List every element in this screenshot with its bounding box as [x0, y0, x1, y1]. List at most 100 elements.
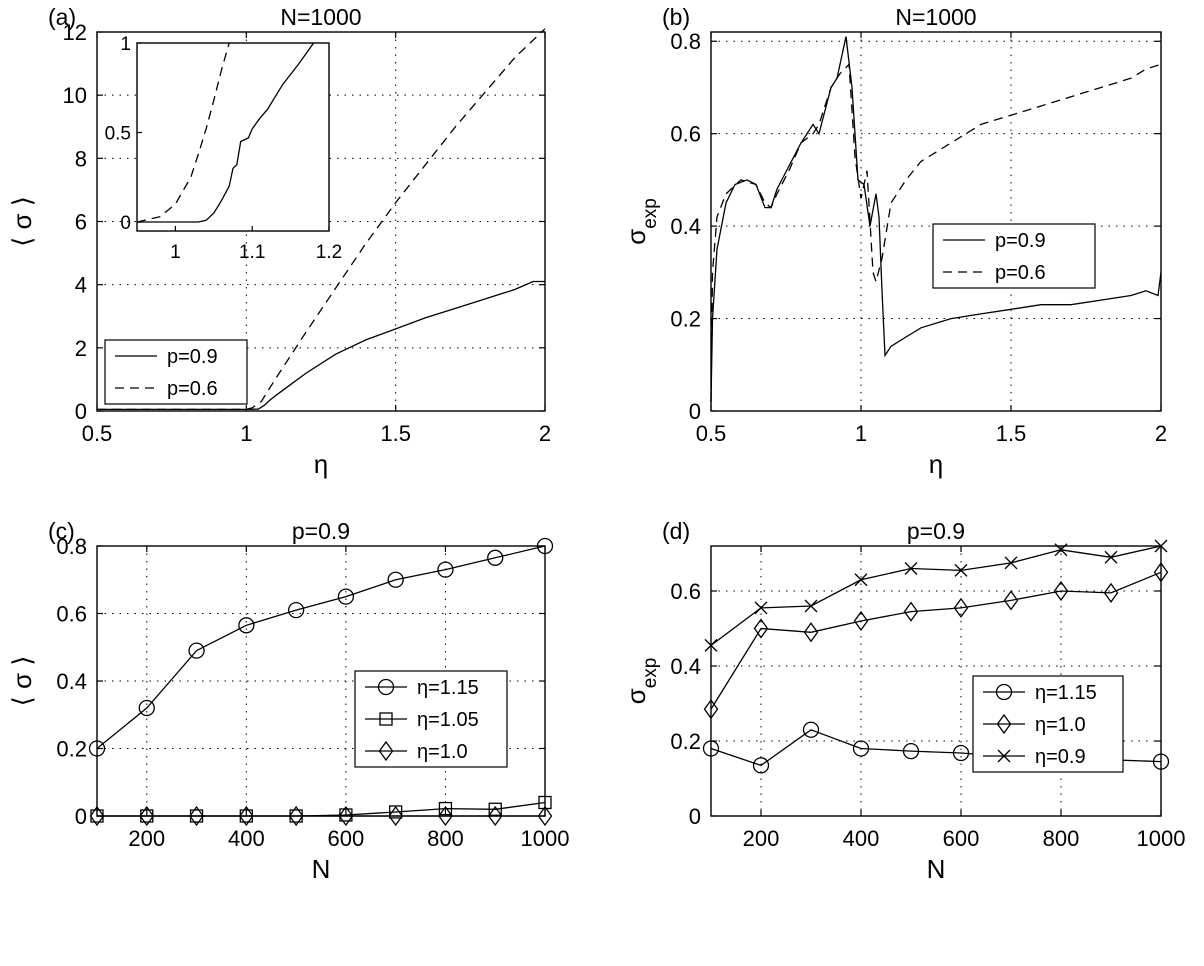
legend-label: p=0.9	[167, 346, 218, 368]
x-tick-label: 1000	[1137, 826, 1186, 851]
data-point-diamond	[803, 622, 819, 643]
inset-y-tick-label: 0	[120, 213, 131, 234]
y-tick-label: 2	[75, 336, 87, 361]
x-tick-label: 600	[328, 826, 365, 851]
data-point-circle	[387, 571, 404, 588]
data-point-circle	[138, 699, 155, 717]
data-point-diamond	[1003, 590, 1019, 611]
inset-y-tick-label: 0.5	[105, 124, 131, 145]
x-tick-label: 1.5	[996, 421, 1027, 446]
panel-label: (a)	[48, 4, 76, 30]
legend-marker-diamond	[378, 740, 394, 762]
data-point-circle	[902, 742, 920, 760]
data-point-x	[1004, 556, 1018, 570]
x-axis-label: N	[927, 854, 946, 884]
legend-label: η=1.15	[417, 677, 479, 699]
data-point-diamond	[288, 805, 304, 827]
legend: η=1.15 η=1.0 η=0.9	[972, 675, 1124, 773]
inset-frame	[136, 42, 330, 232]
y-tick-label: 0	[689, 399, 701, 424]
x-tick-label: 600	[943, 826, 980, 851]
y-axis-label-main: σ	[621, 688, 651, 704]
data-point-x	[804, 599, 818, 613]
y-axis-label-subscript: exp	[640, 658, 661, 689]
data-point-diamond	[1053, 580, 1069, 602]
panel-label: (c)	[48, 518, 75, 544]
inset: 1 1.1 1.2 0 0.5 1	[105, 34, 343, 263]
inset-y-tick-label: 1	[120, 34, 131, 55]
legend-marker-circle	[377, 678, 395, 696]
y-axis-label-main: ⟨ σ ⟩	[7, 196, 37, 247]
data-point-circle	[287, 601, 305, 619]
x-tick-label: 1.5	[380, 421, 411, 446]
x-tick-label: 400	[843, 826, 880, 851]
x-tick-label: 400	[228, 826, 265, 851]
inset-series-line-1	[136, 42, 230, 223]
data-point-circle	[852, 740, 870, 757]
legend-box	[104, 339, 248, 405]
series-line-0	[710, 36, 1162, 402]
series-line-2	[710, 545, 1162, 646]
chart-title: N=1000	[895, 4, 976, 30]
data-point-diamond	[438, 805, 453, 827]
legend-marker-diamond	[996, 713, 1012, 735]
legend-label: η=1.0	[417, 741, 468, 763]
legend: p=0.9 p=0.6	[932, 223, 1096, 289]
y-tick-label: 0.4	[670, 654, 701, 679]
y-tick-label: 10	[63, 83, 87, 108]
data-point-diamond	[853, 610, 869, 632]
series-line-1	[710, 62, 1162, 402]
data-point-diamond	[903, 601, 919, 622]
data-point-diamond	[338, 805, 354, 827]
data-point-circle	[487, 549, 504, 566]
data-point-circle	[337, 588, 355, 605]
legend-label: p=0.9	[995, 230, 1046, 252]
series-line-0	[96, 545, 546, 750]
legend-marker-circle	[995, 683, 1013, 701]
panel-c: 200 400 600 800 1000 0 0.2 0.4 0.6 0.8 p=0.9 (c) N ⟨ …	[7, 518, 569, 884]
chart-title: N=1000	[280, 4, 361, 30]
y-axis-label-main: ⟨ σ ⟩	[7, 656, 37, 707]
data-point-x	[904, 562, 918, 575]
legend-label: p=0.6	[995, 262, 1046, 284]
data-point-x	[754, 601, 768, 615]
y-tick-label: 8	[75, 146, 87, 171]
y-tick-label: 0.6	[56, 602, 87, 627]
data-point-x	[854, 573, 868, 587]
y-tick-label: 0.2	[56, 737, 87, 762]
y-tick-label: 6	[75, 210, 87, 235]
inset-series-line-0	[137, 42, 315, 223]
legend-marker-square	[379, 712, 393, 726]
data-point-diamond	[953, 597, 969, 618]
legend-label: η=1.15	[1035, 682, 1097, 704]
y-tick-label: 0.8	[670, 29, 701, 54]
x-axis-label: η	[314, 449, 328, 479]
data-point-circle	[752, 757, 770, 774]
data-point-circle	[802, 721, 820, 738]
data-point-circle	[238, 617, 255, 634]
x-tick-label: 2	[1155, 421, 1167, 446]
data-point-x	[1104, 550, 1118, 564]
data-point-diamond	[753, 618, 769, 639]
inset-x-tick-label: 1.2	[316, 242, 342, 263]
data-point-diamond	[189, 805, 204, 827]
y-axis-label-subscript: exp	[640, 198, 661, 229]
data-point-diamond	[388, 805, 403, 827]
y-tick-label: 0.4	[670, 214, 701, 239]
x-tick-label: 200	[743, 826, 780, 851]
inset-background	[137, 43, 329, 231]
legend-label: η=1.05	[417, 709, 479, 731]
legend-label: η=0.9	[1035, 746, 1086, 768]
inset-x-tick-label: 1.1	[239, 242, 265, 263]
y-tick-label: 0.4	[56, 669, 87, 694]
inset-x-tick-label: 1	[170, 242, 181, 263]
legend-marker-x	[997, 749, 1011, 763]
series-line-1	[97, 28, 546, 411]
y-tick-label: 0.2	[670, 307, 701, 332]
data-point-x	[954, 563, 968, 577]
x-tick-label: 200	[128, 826, 165, 851]
legend-box	[932, 223, 1096, 289]
y-axis-label-main: σ	[621, 229, 651, 245]
legend-label: p=0.6	[167, 378, 218, 400]
